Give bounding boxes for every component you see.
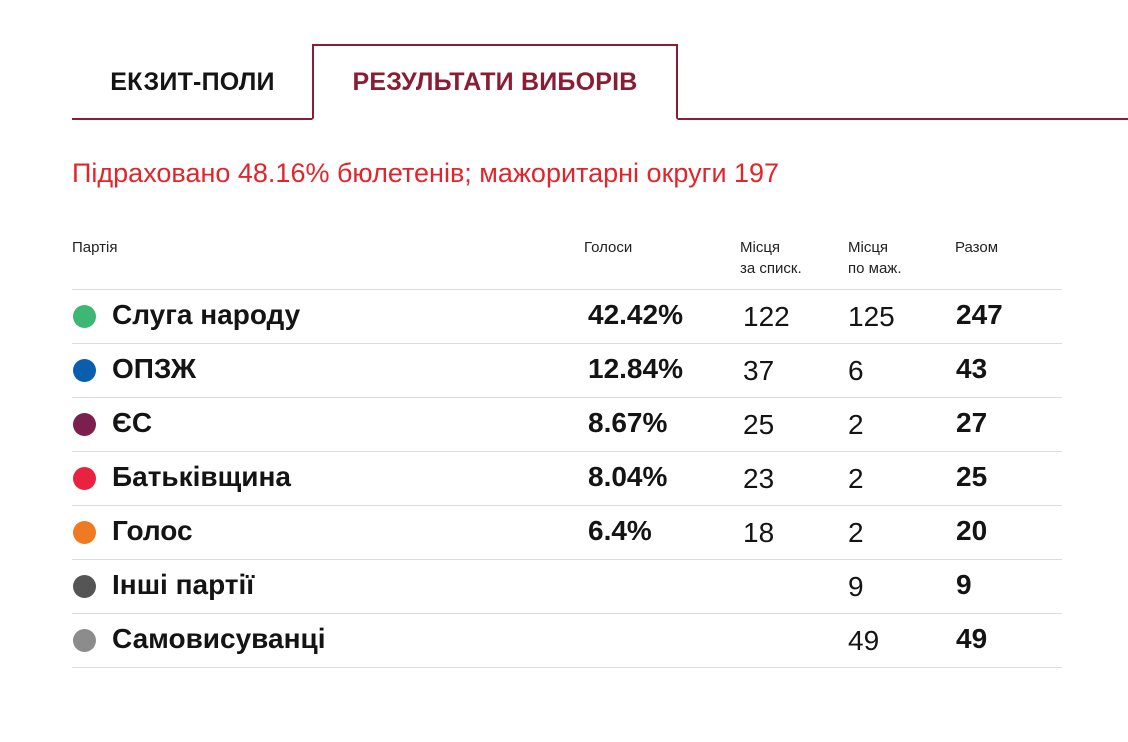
party-total-seats: 9 [956,569,972,600]
party-name: Батьківщина [112,461,291,492]
party-maj-seats: 6 [848,355,864,386]
party-votes: 12.84% [588,353,683,384]
party-color-dot [73,467,96,490]
party-maj-seats: 9 [848,571,864,602]
results-table: Партія Голоси Місця за списк. Місця по м… [72,237,1062,668]
table-row: Самовисуванці 49 49 [72,613,1062,668]
tab-election-results[interactable]: РЕЗУЛЬТАТИ ВИБОРІВ [312,44,678,120]
party-total-seats: 49 [956,623,988,654]
party-total-seats: 247 [956,299,1003,330]
header-maj-seats-line1: Місця [848,239,889,256]
party-list-seats: 23 [743,463,775,494]
party-maj-seats: 2 [848,517,864,548]
party-color-dot [73,359,96,382]
party-maj-seats: 49 [848,625,880,656]
header-votes: Голоси [584,239,633,256]
party-total-seats: 27 [956,407,988,438]
party-color-dot [73,305,96,328]
party-total-seats: 20 [956,515,988,546]
header-list-seats-line1: Місця [740,239,781,256]
party-color-dot [73,413,96,436]
party-list-seats: 18 [743,517,775,548]
party-maj-seats: 125 [848,301,895,332]
header-list-seats-line2: за списк. [740,260,802,277]
header-maj-seats: Місця по маж. [848,237,902,279]
party-name: Самовисуванці [112,623,326,654]
party-name: Голос [112,515,193,546]
party-name: Слуга народу [112,299,301,330]
table-row: Інші партії 9 9 [72,559,1062,613]
header-party: Партія [72,239,118,256]
party-votes: 42.42% [588,299,683,330]
party-votes: 6.4% [588,515,652,546]
party-color-dot [73,521,96,544]
counted-ballots-subtitle: Підраховано 48.16% бюлетенів; мажоритарн… [72,158,780,188]
table-header: Партія Голоси Місця за списк. Місця по м… [72,237,1062,289]
party-total-seats: 43 [956,353,988,384]
party-votes: 8.04% [588,461,668,492]
table-row: Слуга народу 42.42% 122 125 247 [72,289,1062,343]
party-name: ОПЗЖ [112,353,197,384]
party-name: Інші партії [112,569,255,600]
header-total: Разом [955,239,999,256]
tab-exit-polls[interactable]: ЕКЗИТ-ПОЛИ [110,67,275,96]
party-maj-seats: 2 [848,409,864,440]
header-list-seats: Місця за списк. [740,237,802,279]
party-list-seats: 122 [743,301,790,332]
table-body: Слуга народу 42.42% 122 125 247 ОПЗЖ 12.… [72,289,1062,668]
party-total-seats: 25 [956,461,988,492]
table-row: Голос 6.4% 18 2 20 [72,505,1062,559]
party-votes: 8.67% [588,407,668,438]
party-color-dot [73,575,96,598]
party-maj-seats: 2 [848,463,864,494]
results-tabs: ЕКЗИТ-ПОЛИ РЕЗУЛЬТАТИ ВИБОРІВ [72,44,1128,120]
table-row: ЄС 8.67% 25 2 27 [72,397,1062,451]
table-row: ОПЗЖ 12.84% 37 6 43 [72,343,1062,397]
party-color-dot [73,629,96,652]
party-name: ЄС [112,407,153,438]
party-list-seats: 25 [743,409,775,440]
header-maj-seats-line2: по маж. [848,260,902,277]
table-row: Батьківщина 8.04% 23 2 25 [72,451,1062,505]
party-list-seats: 37 [743,355,775,386]
